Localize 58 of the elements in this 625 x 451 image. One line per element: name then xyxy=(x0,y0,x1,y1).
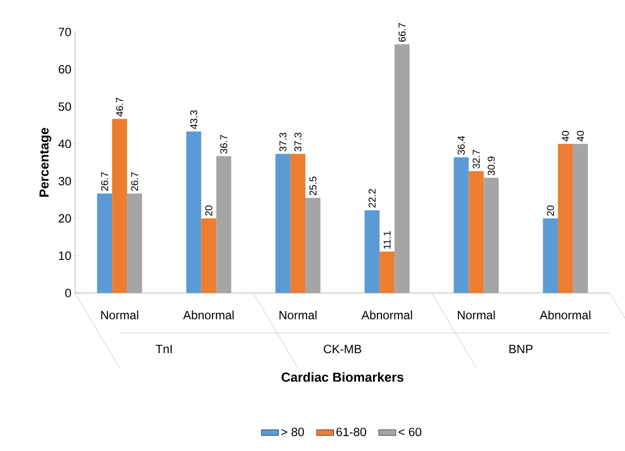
x-tick-label: Abnormal xyxy=(361,310,412,320)
bar xyxy=(364,210,380,293)
bar xyxy=(127,193,142,293)
y-tick-label: 0 xyxy=(65,288,72,298)
bar xyxy=(216,156,232,293)
bar xyxy=(484,178,499,293)
bar xyxy=(468,171,484,293)
bar xyxy=(201,218,216,293)
data-label: 32.7 xyxy=(472,150,480,169)
data-label: 40 xyxy=(576,130,584,142)
bar xyxy=(394,44,410,293)
data-label: 26.7 xyxy=(101,172,108,191)
y-tick-label: 60 xyxy=(58,65,71,74)
bar xyxy=(454,157,469,293)
y-tick-label: 40 xyxy=(58,140,71,148)
y-axis-title: Percentage xyxy=(40,128,52,197)
bar xyxy=(380,252,395,293)
x-tick-label: Normal xyxy=(101,310,138,320)
data-label: 30.9 xyxy=(488,156,495,176)
data-label: 43.3 xyxy=(190,110,198,130)
data-label: 11.1 xyxy=(384,231,391,249)
data-label: 40 xyxy=(562,130,569,142)
legend-label: > 80 xyxy=(281,428,304,436)
legend-label: 61-80 xyxy=(336,428,366,436)
data-label: 20 xyxy=(546,205,554,216)
data-label: 37.3 xyxy=(294,132,302,152)
data-label: 36.7 xyxy=(220,135,228,154)
y-tick-label: 30 xyxy=(58,176,71,186)
bar xyxy=(290,154,306,293)
bar xyxy=(112,118,128,293)
text: CK-MB xyxy=(324,344,362,354)
data-label: 26.7 xyxy=(131,172,138,191)
x-axis-title: Cardiac Biomarkers xyxy=(282,372,404,382)
x-tick-label: Abnormal xyxy=(183,310,234,320)
bar xyxy=(186,132,202,293)
bar xyxy=(305,198,320,293)
data-label: 36.4 xyxy=(458,136,465,155)
text: TnI xyxy=(156,344,172,354)
y-tick-label: 20 xyxy=(58,214,71,223)
y-tick-label: 10 xyxy=(59,251,71,260)
text: BNP xyxy=(509,344,533,354)
data-label: 20 xyxy=(205,205,212,216)
data-label: 37.3 xyxy=(279,132,286,152)
bar xyxy=(275,154,290,293)
data-label: 66.7 xyxy=(398,23,406,42)
bar xyxy=(572,144,588,293)
data-label: 22.2 xyxy=(368,189,376,208)
x-tick-label: Normal xyxy=(458,310,495,320)
y-tick-label: 50 xyxy=(58,102,71,111)
legend-label: < 60 xyxy=(398,428,422,436)
data-label: 46.7 xyxy=(116,98,124,116)
bar xyxy=(542,218,558,293)
bar xyxy=(97,193,112,293)
data-label: 25.5 xyxy=(309,176,316,196)
x-tick-label: Abnormal xyxy=(540,310,590,320)
bar xyxy=(558,144,573,293)
y-tick-label: 70 xyxy=(58,28,71,36)
x-tick-label: Normal xyxy=(280,310,316,320)
